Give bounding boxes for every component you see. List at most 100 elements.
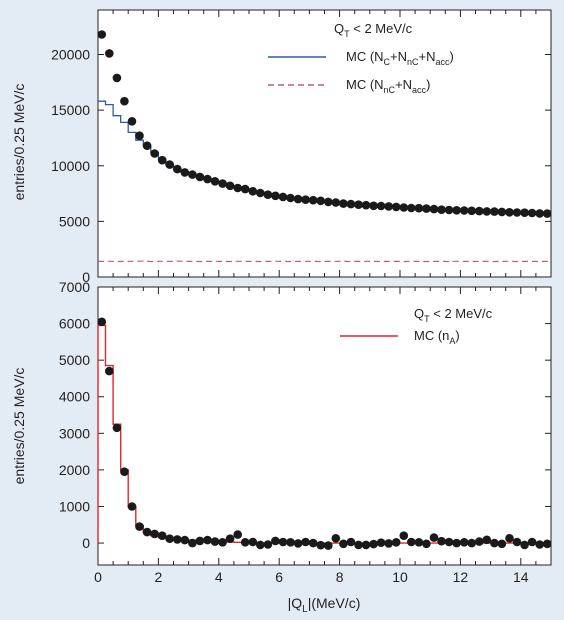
data-point bbox=[142, 527, 152, 537]
y-tick-label: 4000 bbox=[59, 389, 90, 405]
data-point bbox=[459, 206, 469, 215]
data-point bbox=[278, 192, 288, 202]
x-axis-label: |QL|(MeV/c) bbox=[288, 595, 361, 615]
y-tick-label: 7000 bbox=[59, 279, 90, 295]
data-point bbox=[173, 164, 182, 174]
data-point bbox=[520, 540, 529, 550]
annotation-qt-top: QT < 2 MeV/c bbox=[334, 21, 413, 39]
data-point bbox=[180, 168, 190, 177]
data-point bbox=[271, 191, 280, 201]
data-point bbox=[535, 209, 544, 218]
data-point bbox=[384, 202, 394, 211]
data-point bbox=[218, 538, 227, 547]
data-point bbox=[437, 205, 446, 214]
data-point bbox=[225, 181, 235, 191]
data-point bbox=[135, 131, 144, 140]
data-point bbox=[210, 177, 220, 186]
x-tick-label: 2 bbox=[155, 569, 163, 585]
data-point bbox=[105, 366, 114, 376]
data-point bbox=[233, 183, 242, 193]
data-point bbox=[391, 538, 401, 547]
y-tick-label: 0 bbox=[82, 535, 90, 551]
data-point bbox=[316, 540, 326, 550]
x-tick-label: 6 bbox=[275, 569, 283, 585]
x-tick-label: 4 bbox=[215, 569, 223, 585]
data-point bbox=[542, 209, 552, 218]
legend-label: MC (NC+NnC+Nacc) bbox=[346, 49, 454, 67]
data-point bbox=[195, 172, 205, 182]
data-point bbox=[150, 529, 159, 539]
data-point bbox=[233, 530, 242, 539]
plot-area-bottom bbox=[97, 286, 552, 566]
x-tick-label: 14 bbox=[513, 569, 529, 585]
data-point bbox=[286, 193, 295, 203]
y-tick-label: 5000 bbox=[59, 213, 90, 229]
data-point bbox=[240, 184, 250, 194]
data-point bbox=[105, 49, 114, 58]
data-point bbox=[127, 117, 137, 126]
data-point bbox=[422, 204, 431, 213]
data-point bbox=[376, 201, 386, 211]
data-point bbox=[157, 155, 167, 165]
data-point bbox=[195, 536, 205, 546]
data-point bbox=[278, 537, 288, 547]
data-point bbox=[490, 538, 499, 548]
data-point bbox=[127, 502, 137, 511]
x-tick-label: 10 bbox=[392, 569, 408, 585]
data-point bbox=[459, 538, 469, 547]
plot-area-top bbox=[97, 9, 552, 278]
y-tick-label: 1000 bbox=[59, 498, 90, 514]
data-point bbox=[112, 73, 122, 83]
data-point bbox=[263, 190, 273, 199]
data-point bbox=[210, 537, 220, 546]
data-point bbox=[399, 203, 409, 212]
data-point bbox=[527, 537, 537, 547]
data-point bbox=[165, 160, 174, 169]
data-point bbox=[475, 537, 484, 546]
data-point bbox=[354, 200, 363, 209]
data-point bbox=[437, 536, 446, 546]
data-point bbox=[467, 206, 477, 216]
data-point bbox=[346, 537, 356, 547]
data-point bbox=[422, 539, 431, 549]
legend-label: MC (NnC+Nacc) bbox=[346, 77, 430, 95]
data-point bbox=[384, 539, 394, 548]
data-point bbox=[444, 205, 454, 215]
data-point bbox=[173, 535, 182, 544]
data-points-top bbox=[97, 30, 552, 218]
data-point bbox=[452, 538, 461, 548]
data-points-bottom bbox=[97, 317, 552, 550]
data-point bbox=[120, 96, 129, 106]
data-point bbox=[142, 141, 152, 150]
data-point bbox=[150, 149, 159, 158]
data-point bbox=[324, 197, 333, 207]
bottom-ticks: 0 1000 2000 3000 4000 5000 6000 7000 0 2 4 6 8 10 12 14 bbox=[59, 279, 552, 585]
data-point bbox=[120, 467, 129, 477]
data-point bbox=[112, 423, 122, 433]
data-point bbox=[407, 203, 416, 213]
data-point bbox=[293, 194, 303, 204]
x-tick-label: 12 bbox=[453, 569, 469, 585]
data-point bbox=[497, 207, 507, 217]
y-axis-label-bottom: entries/0.25 MeV/c bbox=[11, 368, 27, 485]
data-point bbox=[505, 208, 514, 217]
data-point bbox=[354, 540, 363, 550]
data-point bbox=[369, 201, 378, 211]
data-point bbox=[407, 537, 416, 547]
data-point bbox=[399, 531, 409, 540]
data-point bbox=[97, 317, 107, 327]
y-axis-label-top: entries/0.25 MeV/c bbox=[11, 84, 27, 201]
y-tick-label: 15000 bbox=[51, 102, 90, 118]
data-point bbox=[301, 195, 310, 204]
data-point bbox=[240, 538, 250, 547]
data-point bbox=[414, 538, 424, 547]
data-point bbox=[203, 535, 212, 545]
data-point bbox=[482, 535, 492, 545]
panel-bottom: 0 1000 2000 3000 4000 5000 6000 7000 0 2 4 6 8 10 12 14… bbox=[11, 279, 552, 615]
data-point bbox=[376, 538, 386, 547]
top-ticks: 0 5000 10000 15000 20000 bbox=[51, 10, 552, 285]
y-tick-label: 10000 bbox=[51, 158, 90, 174]
y-tick-label: 2000 bbox=[59, 462, 90, 478]
